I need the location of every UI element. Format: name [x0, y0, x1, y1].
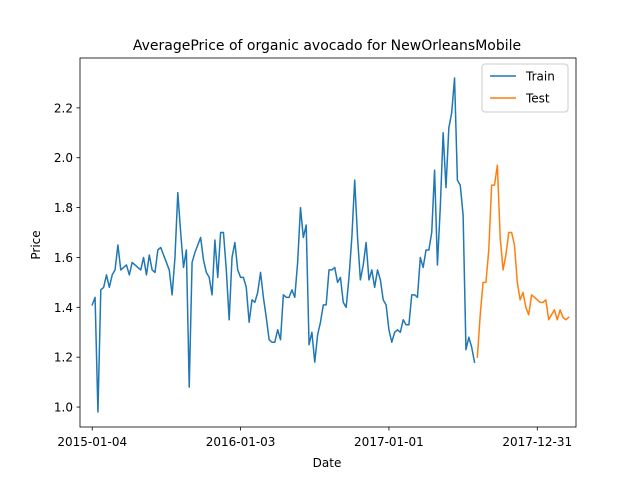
x-tick-label: 2017-12-31: [502, 435, 572, 449]
series-line-train: [91, 77, 476, 413]
y-tick-label: 1.6: [54, 251, 73, 265]
y-tick-label: 1.0: [54, 401, 73, 415]
y-tick-label: 1.4: [54, 301, 73, 315]
series-line-test: [476, 164, 570, 358]
x-tick-label: 2016-01-03: [206, 435, 276, 449]
x-axis-label: Date: [313, 456, 342, 470]
legend-label-test: Test: [525, 92, 550, 106]
legend: Train Test: [481, 63, 569, 113]
x-tick-label: 2017-01-01: [354, 435, 424, 449]
plot-area: [79, 57, 577, 428]
x-tick-label: 2015-01-04: [57, 435, 127, 449]
y-tick-label: 1.8: [54, 201, 73, 215]
plot-frame: [79, 57, 577, 428]
y-axis-label: Price: [29, 230, 43, 259]
legend-label-train: Train: [525, 70, 555, 84]
x-axis: 2015-01-04 2016-01-03 2017-01-01 2017-12-31: [57, 427, 572, 449]
chart-title: AveragePrice of organic avocado for NewO…: [133, 38, 521, 54]
y-tick-label: 1.2: [54, 351, 73, 365]
y-tick-label: 2.2: [54, 101, 73, 115]
legend-box: [481, 63, 569, 113]
y-tick-label: 2.0: [54, 151, 73, 165]
y-axis: 1.0 1.2 1.4 1.6 1.8 2.0 2.2: [54, 101, 80, 415]
